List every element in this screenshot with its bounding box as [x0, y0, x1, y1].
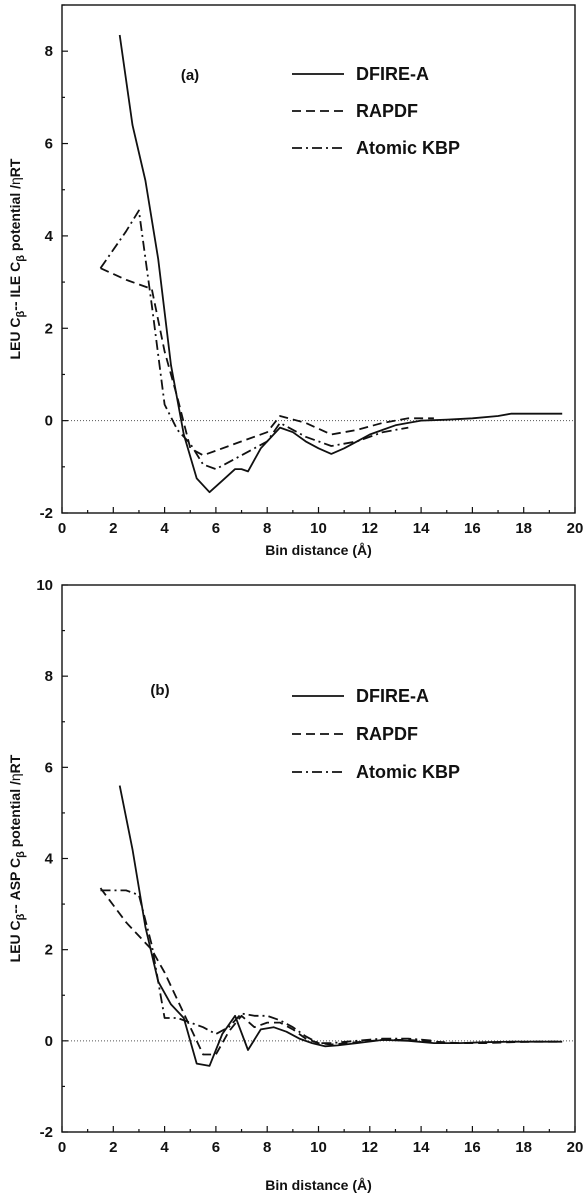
x-tick-label: 10	[310, 520, 327, 537]
x-tick-label: 20	[567, 520, 584, 537]
y-tick-label: 2	[45, 320, 53, 337]
y-tick-label: 0	[45, 1033, 53, 1050]
chart-panel-a: 0 2 4 6 8 10 12 14 16 18 20 -2 0 2 4 6 8 Bin distance (Å)…	[7, 4, 584, 558]
series-line-dfire-a	[118, 34, 563, 494]
y-axis-label-part: LEU C	[7, 317, 23, 359]
y-axis-label-part: RT	[7, 158, 23, 177]
y-tick-label: 4	[45, 228, 54, 245]
legend-label: DFIRE-A	[356, 686, 429, 706]
y-axis-label-subscript: β	[15, 851, 27, 858]
x-tick-label: 18	[515, 1139, 532, 1156]
y-tick-label: 0	[45, 413, 53, 430]
y-tick-label: -2	[40, 1124, 53, 1141]
x-tick-label: 4	[160, 520, 169, 537]
panel-label: (b)	[150, 682, 169, 699]
y-axis-label-subscript: β	[15, 310, 27, 317]
panel-label: (a)	[181, 67, 199, 84]
x-tick-label: 6	[212, 520, 220, 537]
series-line-rapdf	[100, 267, 434, 457]
x-tick-label: 16	[464, 1139, 481, 1156]
legend-label: Atomic KBP	[356, 138, 460, 158]
y-axis-label-part: η	[7, 773, 23, 781]
series-line-atomic-kbp	[99, 209, 409, 470]
x-axis-label: Bin distance (Å)	[265, 1177, 372, 1193]
series-line-rapdf	[99, 887, 563, 1056]
y-tick-label: 6	[45, 136, 53, 153]
x-tick-label: 0	[58, 520, 66, 537]
plot-frame	[61, 584, 576, 1133]
x-tick-label: 2	[109, 1139, 117, 1156]
y-tick-label: 10	[36, 577, 53, 594]
x-tick-label: 4	[160, 1139, 169, 1156]
y-axis-label-part: -- ASP C	[7, 858, 23, 914]
legend-label: DFIRE-A	[356, 64, 429, 84]
series-line-atomic-kbp	[100, 889, 434, 1044]
y-tick-label: -2	[40, 505, 53, 522]
chart-panel-b: 0 2 4 6 8 10 12 14 16 18 20 -2 0 2 4 6 8 10 Bin distance (…	[7, 577, 583, 1193]
x-tick-label: 14	[413, 520, 430, 537]
y-tick-label: 4	[45, 851, 54, 868]
x-tick-label: 12	[361, 1139, 378, 1156]
y-tick-label: 8	[45, 668, 53, 685]
y-axis-label-part: RT	[7, 754, 23, 773]
x-tick-label: 20	[567, 1139, 584, 1156]
x-tick-label: 14	[413, 1139, 430, 1156]
series-line-dfire-a	[118, 785, 563, 1067]
x-tick-label: 8	[263, 520, 271, 537]
plot-frame	[61, 4, 576, 514]
x-tick-label: 6	[212, 1139, 220, 1156]
legend-label: RAPDF	[356, 101, 418, 121]
x-axis-label: Bin distance (Å)	[265, 542, 372, 558]
legend-label: Atomic KBP	[356, 762, 460, 782]
y-axis-label-part: η	[7, 177, 23, 185]
x-tick-label: 18	[515, 520, 532, 537]
x-tick-label: 0	[58, 1139, 66, 1156]
y-axis-label-part: potential /	[7, 185, 23, 255]
y-tick-label: 6	[45, 759, 53, 776]
legend-label: RAPDF	[356, 724, 418, 744]
y-axis-label-part: potential /	[7, 781, 23, 851]
y-axis-label-part: LEU C	[7, 920, 23, 962]
y-axis-label: LEU Cβ-- ASP Cβ potential /ηRT	[7, 754, 27, 962]
y-tick-label: 8	[45, 43, 53, 60]
y-tick-label: 2	[45, 942, 53, 959]
y-axis-label-subscript: β	[15, 255, 27, 262]
x-tick-label: 2	[109, 520, 117, 537]
y-axis-label: LEU Cβ-- ILE Cβ potential /ηRT	[7, 158, 27, 359]
y-axis-label-part: -- ILE C	[7, 262, 23, 311]
x-tick-label: 10	[310, 1139, 327, 1156]
y-axis-label-subscript: β	[15, 913, 27, 920]
x-tick-label: 16	[464, 520, 481, 537]
x-tick-label: 8	[263, 1139, 271, 1156]
x-tick-label: 12	[361, 520, 378, 537]
